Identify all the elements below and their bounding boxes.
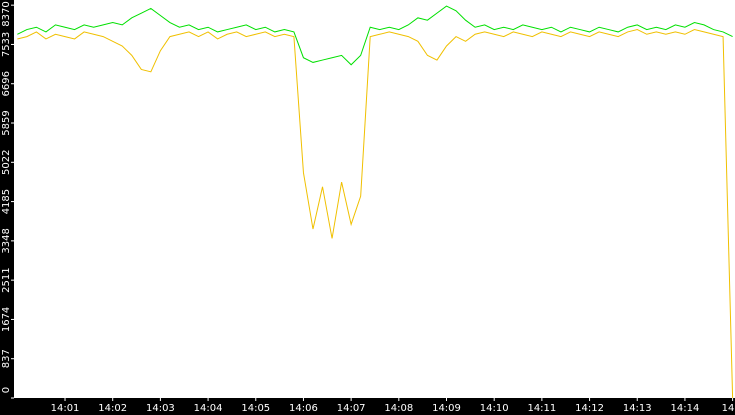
x-tick-label: 14 — [722, 403, 735, 414]
y-tick-label: 5859 — [1, 110, 12, 135]
y-tick-label: 6696 — [1, 71, 12, 96]
series-line — [17, 5, 733, 66]
x-tick-label: 14:10 — [480, 403, 509, 414]
x-tick-label: 14:13 — [623, 403, 652, 414]
x-tick-label: 14:12 — [575, 403, 604, 414]
x-tick-label: 14:03 — [146, 403, 175, 414]
y-tick-label: 3348 — [1, 228, 12, 253]
plot-area — [14, 0, 735, 398]
x-tick-label: 14:08 — [384, 403, 413, 414]
y-tick-label: 7533 — [1, 32, 12, 57]
y-tick-label: 4185 — [1, 189, 12, 214]
x-tick-label: 14:01 — [51, 403, 80, 414]
x-tick-label: 14:05 — [241, 403, 270, 414]
series-line — [17, 29, 734, 399]
x-tick-label: 14:04 — [194, 403, 223, 414]
x-tick-label: 14:11 — [527, 403, 556, 414]
y-tick-label: 5022 — [1, 150, 12, 175]
y-tick-label: 8370 — [1, 1, 12, 26]
x-tick-label: 14:09 — [432, 403, 461, 414]
x-tick-label: 14:07 — [337, 403, 366, 414]
x-tick-label: 14:02 — [98, 403, 127, 414]
x-tick-label: 14:14 — [671, 403, 700, 414]
y-tick-label: 1674 — [1, 307, 12, 332]
y-tick-label: 837 — [1, 349, 12, 368]
y-tick-label: 0 — [1, 387, 12, 393]
y-tick-label: 2511 — [1, 267, 12, 292]
x-tick-label: 14:06 — [289, 403, 318, 414]
